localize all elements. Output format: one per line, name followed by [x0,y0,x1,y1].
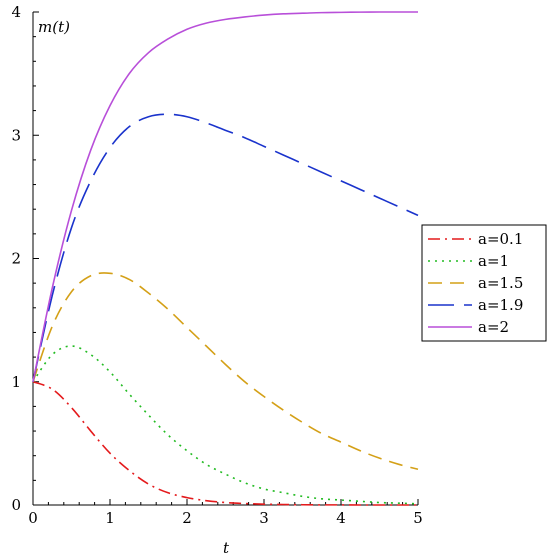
x-tick-label: 2 [182,509,192,527]
y-tick-label: 0 [11,496,21,514]
series-layer [32,11,419,506]
series-line-a-1-9 [32,113,419,382]
x-tick-label: 1 [105,509,115,527]
x-tick-label: 3 [259,509,269,527]
legend-label: a=1 [478,252,509,270]
legend-box [421,224,547,342]
y-tick-label: 4 [11,3,21,21]
legend-label: a=0.1 [478,230,523,248]
legend-label: a=1.9 [478,296,523,314]
x-tick-label: 5 [413,509,423,527]
y-axis-label: m(t) [38,18,70,36]
series-line-a-2 [32,11,418,382]
x-tick-label: 0 [28,509,38,527]
legend-label: a=1.5 [478,274,523,292]
tick-labels: 0 1 2 3 4 5 0 1 2 3 4 [11,3,422,527]
series-line-a-1 [32,345,419,505]
series-line-a-0-1 [32,380,418,506]
x-axis-label: t [223,539,230,557]
legend: a=0.1 a=1 a=1.5 a=1.9 a=2 [421,224,547,342]
y-tick-label: 1 [11,373,21,391]
x-tick-label: 4 [336,509,346,527]
legend-label: a=2 [478,318,509,336]
y-tick-label: 3 [11,126,21,144]
y-tick-label: 2 [11,250,21,268]
series-line-a-1-5 [32,272,419,471]
